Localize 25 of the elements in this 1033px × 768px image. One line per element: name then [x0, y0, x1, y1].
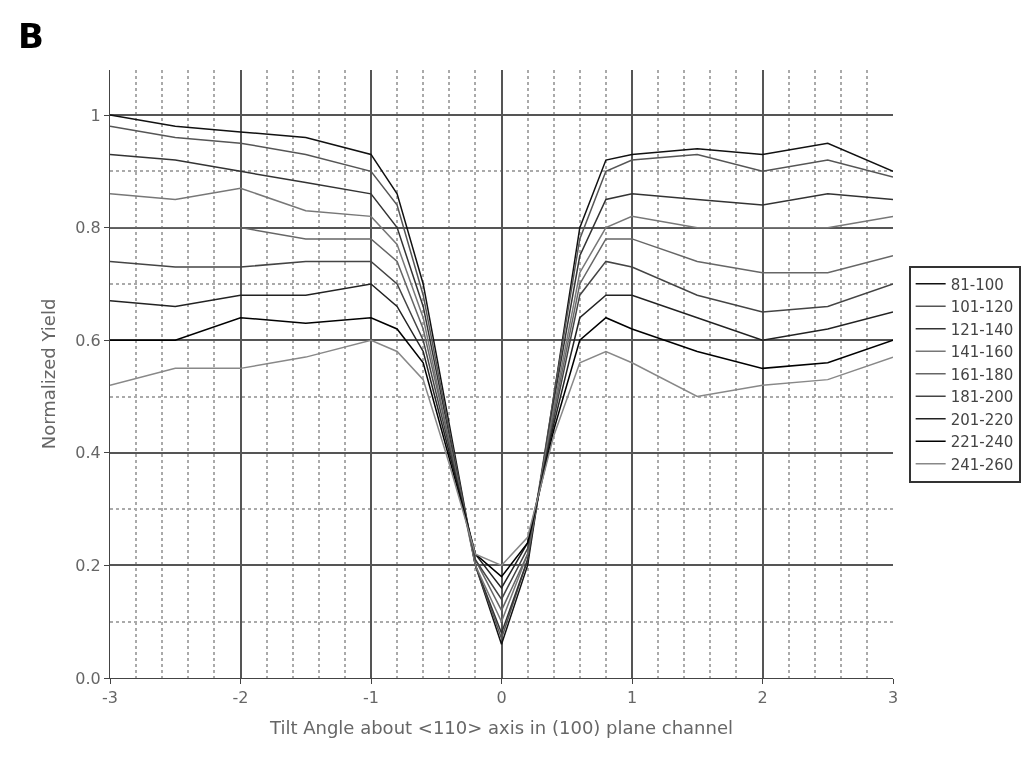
x-tick-label: 1 [626, 688, 638, 708]
x-axis-title: Tilt Angle about <110> axis in (100) plane channel [269, 717, 733, 739]
x-tick-label: 0 [496, 688, 507, 708]
y-tick-label: 0.6 [75, 330, 101, 350]
x-tick-label: -2 [232, 688, 249, 708]
y-tick-label: 0.4 [75, 443, 101, 463]
legend-label: 221-240 [950, 433, 1014, 452]
x-tick-label: -3 [102, 688, 118, 708]
legend-label: 161-180 [950, 365, 1014, 384]
x-tick-label: 2 [757, 688, 768, 708]
legend-label: 141-160 [950, 343, 1014, 362]
y-tick-label: 0.2 [75, 556, 101, 576]
x-tick-label: 3 [887, 688, 899, 708]
y-tick-label: 1 [90, 105, 101, 125]
text: B [18, 16, 44, 56]
legend-label: 241-260 [950, 455, 1014, 474]
legend-label: 121-140 [950, 320, 1014, 339]
legend-label: 81-100 [950, 275, 1004, 294]
y-axis-title: Normalized Yield [37, 298, 59, 450]
legend-label: 201-220 [950, 410, 1014, 429]
x-tick-label: -1 [363, 688, 379, 708]
y-tick-label: 0.0 [75, 668, 101, 688]
legend-label: 181-200 [950, 388, 1014, 407]
legend-label: 101-120 [950, 298, 1014, 317]
y-tick-label: 0.8 [75, 218, 101, 238]
